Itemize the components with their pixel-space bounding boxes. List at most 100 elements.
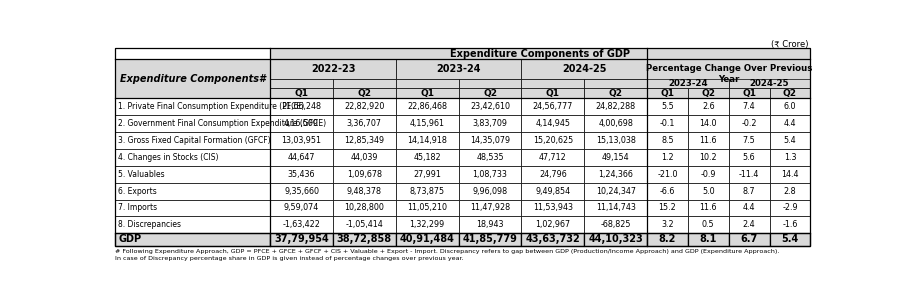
- Text: -0.2: -0.2: [741, 119, 756, 128]
- Text: 43,63,732: 43,63,732: [525, 234, 580, 244]
- Bar: [395, 115, 458, 132]
- Text: 24,796: 24,796: [538, 170, 566, 179]
- Bar: [395, 99, 458, 115]
- Bar: [458, 79, 520, 88]
- Text: 2024-25: 2024-25: [561, 64, 606, 74]
- Text: Q2: Q2: [701, 89, 714, 98]
- Bar: [333, 149, 395, 166]
- Bar: [687, 149, 728, 166]
- Text: 47,712: 47,712: [538, 153, 566, 162]
- Bar: [520, 79, 584, 88]
- Bar: [728, 79, 809, 88]
- Bar: [520, 115, 584, 132]
- Bar: [647, 166, 687, 183]
- Bar: [115, 115, 270, 132]
- Bar: [769, 200, 809, 216]
- Text: Q1: Q1: [545, 89, 559, 98]
- Bar: [395, 88, 458, 99]
- Bar: [520, 200, 584, 216]
- Text: -11.4: -11.4: [738, 170, 759, 179]
- Bar: [115, 49, 809, 246]
- Text: 9,59,074: 9,59,074: [283, 204, 319, 212]
- Text: 44,10,323: 44,10,323: [587, 234, 642, 244]
- Text: 2022-23: 2022-23: [310, 64, 354, 74]
- Bar: [728, 183, 769, 200]
- Text: 40,91,484: 40,91,484: [400, 234, 455, 244]
- Bar: [458, 88, 520, 99]
- Bar: [333, 132, 395, 149]
- Bar: [270, 88, 333, 99]
- Bar: [270, 49, 809, 59]
- Text: 6.0: 6.0: [783, 102, 796, 111]
- Text: -6.6: -6.6: [659, 187, 675, 196]
- Bar: [270, 115, 333, 132]
- Bar: [115, 49, 270, 59]
- Bar: [728, 149, 769, 166]
- Text: 4.4: 4.4: [742, 204, 755, 212]
- Bar: [458, 99, 520, 115]
- Bar: [647, 216, 687, 233]
- Bar: [115, 149, 270, 166]
- Bar: [520, 59, 647, 79]
- Bar: [333, 216, 395, 233]
- Bar: [115, 233, 270, 246]
- Text: 3,36,707: 3,36,707: [346, 119, 382, 128]
- Bar: [647, 59, 809, 88]
- Text: 5.4: 5.4: [783, 136, 796, 145]
- Bar: [333, 79, 395, 88]
- Text: 2024-25: 2024-25: [749, 79, 788, 88]
- Text: 2.8: 2.8: [783, 187, 796, 196]
- Text: 1,02,967: 1,02,967: [535, 220, 570, 229]
- Bar: [520, 233, 584, 246]
- Text: 1. Private Final Consumption Expenditure (PFCE): 1. Private Final Consumption Expenditure…: [118, 102, 304, 111]
- Text: 45,182: 45,182: [413, 153, 440, 162]
- Bar: [115, 99, 270, 115]
- Text: 4,15,961: 4,15,961: [410, 119, 445, 128]
- Bar: [458, 132, 520, 149]
- Bar: [270, 132, 333, 149]
- Text: 24,56,777: 24,56,777: [532, 102, 573, 111]
- Bar: [270, 149, 333, 166]
- Text: Q1: Q1: [294, 89, 308, 98]
- Bar: [769, 216, 809, 233]
- Text: 12,85,349: 12,85,349: [344, 136, 384, 145]
- Bar: [458, 149, 520, 166]
- Bar: [647, 88, 687, 99]
- Bar: [647, 183, 687, 200]
- Bar: [270, 233, 333, 246]
- Bar: [769, 149, 809, 166]
- Text: 41,85,779: 41,85,779: [462, 234, 517, 244]
- Text: 35,436: 35,436: [288, 170, 315, 179]
- Text: 5.4: 5.4: [780, 234, 797, 244]
- Bar: [333, 183, 395, 200]
- Text: 1,08,733: 1,08,733: [472, 170, 507, 179]
- Text: 11.6: 11.6: [699, 136, 716, 145]
- Text: 22,82,920: 22,82,920: [344, 102, 384, 111]
- Bar: [687, 132, 728, 149]
- Bar: [333, 200, 395, 216]
- Text: 4.4: 4.4: [783, 119, 796, 128]
- Text: Q2: Q2: [608, 89, 622, 98]
- Text: # Following Expenditure Approach, GDP = PFCE + GFCE + GFCF + CIS + Valuable + Ex: # Following Expenditure Approach, GDP = …: [115, 249, 778, 254]
- Bar: [270, 183, 333, 200]
- Bar: [115, 59, 270, 99]
- Bar: [584, 200, 647, 216]
- Text: 6.7: 6.7: [740, 234, 757, 244]
- Text: -2.9: -2.9: [781, 204, 796, 212]
- Text: 44,039: 44,039: [350, 153, 378, 162]
- Text: -1.6: -1.6: [781, 220, 796, 229]
- Text: 9,49,854: 9,49,854: [535, 187, 570, 196]
- Bar: [584, 149, 647, 166]
- Text: In case of Discrepancy percentage share in GDP is given instead of percentage ch: In case of Discrepancy percentage share …: [115, 256, 464, 261]
- Bar: [270, 59, 395, 79]
- Bar: [270, 99, 333, 115]
- Bar: [395, 200, 458, 216]
- Text: -1,05,414: -1,05,414: [345, 220, 382, 229]
- Bar: [728, 88, 769, 99]
- Bar: [584, 183, 647, 200]
- Bar: [687, 200, 728, 216]
- Text: Q2: Q2: [782, 89, 796, 98]
- Bar: [270, 79, 333, 88]
- Bar: [333, 99, 395, 115]
- Text: 38,72,858: 38,72,858: [336, 234, 391, 244]
